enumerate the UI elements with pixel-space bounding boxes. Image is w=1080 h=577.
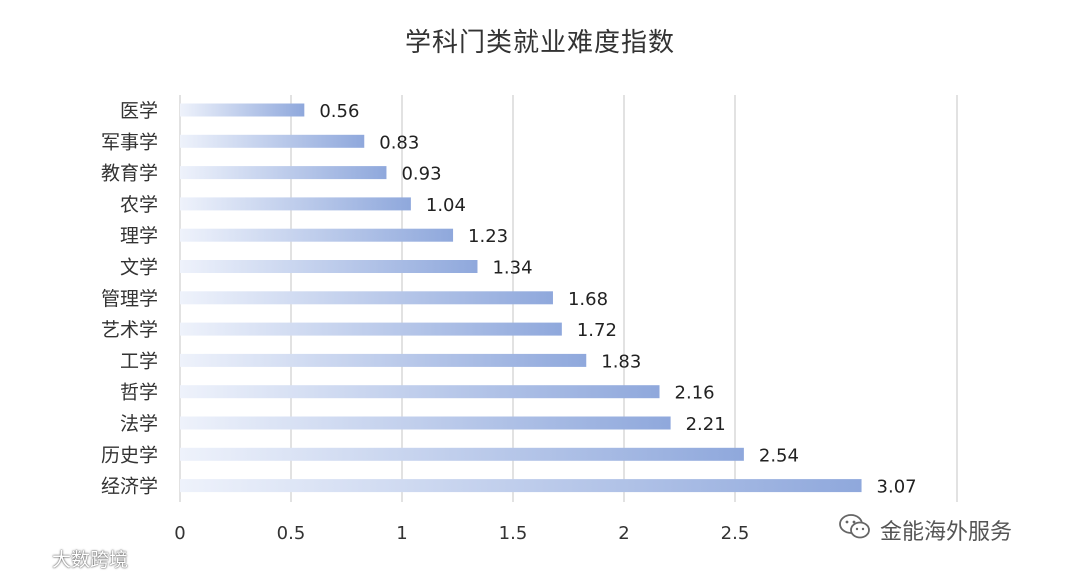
category-label: 管理学 <box>101 288 158 310</box>
watermark-right-text: 金能海外服务 <box>880 520 1013 545</box>
bar <box>180 103 305 117</box>
x-tick-label: 2.5 <box>721 523 750 544</box>
wechat-logo-icon <box>838 512 872 548</box>
x-tick-label: 1 <box>396 523 407 544</box>
bar <box>180 385 660 399</box>
bar <box>180 353 587 367</box>
bar <box>180 260 478 273</box>
category-label: 历史学 <box>101 444 158 466</box>
bar <box>180 322 562 336</box>
category-label: 医学 <box>120 100 158 122</box>
category-label: 经济学 <box>101 476 158 498</box>
data-label: 0.56 <box>319 101 359 122</box>
data-label: 0.93 <box>401 164 441 185</box>
data-label: 2.16 <box>675 383 715 404</box>
bar <box>180 447 744 461</box>
watermark-left-text: 大数跨境 <box>52 549 129 571</box>
category-label: 哲学 <box>120 382 158 404</box>
x-tick-label: 0 <box>174 523 185 544</box>
data-label: 1.68 <box>568 289 608 310</box>
x-tick-label: 0.5 <box>277 523 306 544</box>
data-label: 1.83 <box>601 351 641 372</box>
category-label: 工学 <box>120 350 158 372</box>
category-label: 军事学 <box>101 131 158 153</box>
x-tick-label: 2 <box>618 523 629 544</box>
data-label: 3.07 <box>877 477 917 498</box>
bar <box>180 416 671 430</box>
data-label: 0.83 <box>379 132 419 153</box>
bar <box>180 291 553 305</box>
weibo-logo-icon <box>6 544 46 573</box>
category-label: 理学 <box>120 225 158 247</box>
data-label: 2.21 <box>686 414 726 435</box>
data-label: 2.54 <box>759 445 799 466</box>
data-label: 1.34 <box>492 258 532 279</box>
bar <box>180 134 365 148</box>
category-label: 法学 <box>120 413 158 435</box>
chart-title: 学科门类就业难度指数 <box>404 28 675 58</box>
category-label: 教育学 <box>101 163 158 185</box>
category-label: 艺术学 <box>101 319 158 341</box>
bar <box>180 197 411 211</box>
watermark-left: 大数跨境 <box>6 544 128 573</box>
category-label: 农学 <box>120 194 158 216</box>
category-label: 文学 <box>120 257 158 279</box>
bar <box>180 166 387 180</box>
bar <box>180 228 454 242</box>
data-label: 1.23 <box>468 226 508 247</box>
data-label: 1.72 <box>577 320 617 341</box>
watermark-right: 金能海外服务 <box>838 512 1012 548</box>
x-tick-label: 1.5 <box>499 523 528 544</box>
data-label: 1.04 <box>426 195 466 216</box>
bar <box>180 479 862 493</box>
